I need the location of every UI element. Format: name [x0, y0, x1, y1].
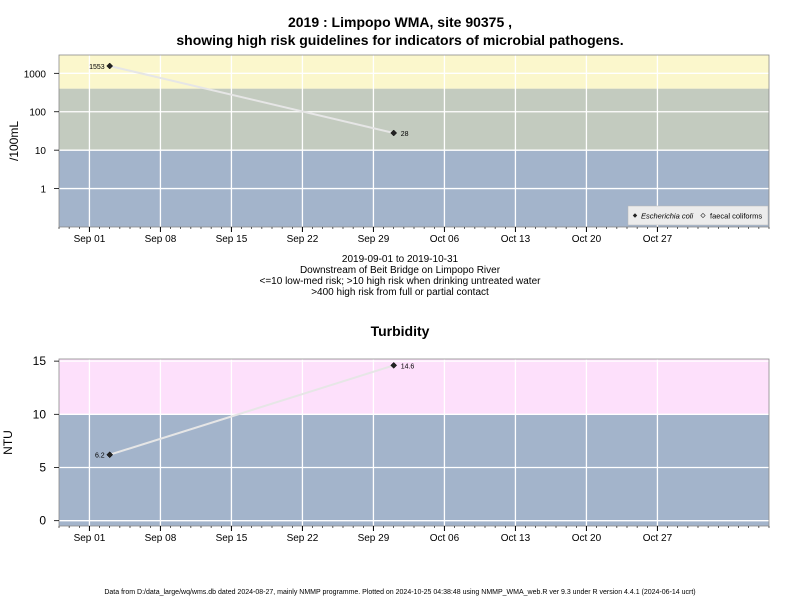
chart1-xtick-label-8: Oct 27: [643, 234, 673, 245]
chart1-ytick-label-1: 10: [35, 146, 47, 157]
caption-site-description: Downstream of Beit Bridge on Limpopo Riv…: [299, 265, 501, 276]
chart1-xtick-label-2: Sep 15: [216, 234, 248, 245]
chart2-xtick-label-6: Oct 13: [501, 533, 531, 544]
turbidity-title: Turbidity: [370, 323, 430, 339]
chart1-xtick-label-6: Oct 13: [501, 234, 531, 245]
chart2-band-1: [59, 359, 769, 415]
chart2-xtick-label-8: Oct 27: [643, 533, 673, 544]
caption-risk-contact: >400 high risk from full or partial cont…: [311, 287, 489, 298]
chart1-ylabel: /100mL: [7, 121, 21, 161]
chart1-legend-box: [627, 205, 769, 226]
chart1-ytick-label-0: 1: [40, 185, 46, 196]
chart2-ylabel: NTU: [1, 430, 15, 455]
chart1-point-1: [390, 129, 398, 137]
chart2-ytick-label-0: 0: [39, 514, 46, 528]
chart2-band-0: [59, 414, 769, 526]
chart-title-line2: showing high risk guidelines for indicat…: [176, 32, 624, 48]
chart2-ytick-label-2: 10: [33, 407, 47, 421]
caption-date-range: 2019-09-01 to 2019-10-31: [341, 254, 459, 265]
chart2-point-0: [106, 451, 114, 459]
chart1-legend-faecal-marker: [700, 212, 706, 219]
caption-risk-drinking: <=10 low-med risk; >10 high risk when dr…: [259, 276, 541, 287]
chart1-xtick-label-7: Oct 20: [572, 234, 602, 245]
chart2-xtick-label-2: Sep 15: [216, 533, 248, 544]
chart1-point-0: [106, 62, 114, 70]
chart1-band-2: [59, 55, 769, 89]
chart2-point-label-0: 6.2: [95, 453, 105, 460]
footer-note: Data from D:/data_large/wq/wms.db dated …: [104, 589, 696, 596]
chart1-xtick-label-3: Sep 22: [287, 234, 319, 245]
chart1-point-label-0: 1553: [89, 64, 105, 71]
chart2-ytick-label-1: 5: [39, 460, 46, 474]
chart1-band-1: [59, 88, 769, 151]
chart2-point-label-1: 14.6: [401, 363, 415, 370]
chart1-xtick-label-1: Sep 08: [145, 234, 177, 245]
chart1-ytick-label-3: 1000: [24, 69, 47, 80]
chart2-xtick-label-0: Sep 01: [74, 533, 106, 544]
chart2-series-line-0: [109, 364, 395, 456]
chart1-xtick-label-4: Sep 29: [358, 234, 390, 245]
chart1-ytick-label-2: 100: [29, 108, 46, 119]
chart2-xtick-label-3: Sep 22: [287, 533, 319, 544]
chart1-legend-faecal-label: faecal coliforms: [710, 212, 762, 221]
chart1-legend-ecoli-marker: [632, 213, 638, 218]
chart2-xtick-label-1: Sep 08: [145, 533, 177, 544]
chart1-xtick-label-5: Oct 06: [430, 234, 460, 245]
chart1-point-label-1: 28: [401, 131, 409, 138]
chart1-series-line-0: [109, 65, 394, 134]
chart2-xtick-label-5: Oct 06: [430, 533, 460, 544]
chart1-xtick-label-0: Sep 01: [74, 234, 106, 245]
chart2-point-1: [390, 362, 398, 369]
chart-title-line1: 2019 : Limpopo WMA, site 90375 ,: [287, 14, 513, 30]
chart1-legend-ecoli-label: Escherichia coli: [641, 212, 693, 221]
chart2-xtick-label-4: Sep 29: [358, 533, 390, 544]
chart2-ytick-label-3: 15: [33, 354, 47, 368]
chart2-xtick-label-7: Oct 20: [572, 533, 602, 544]
